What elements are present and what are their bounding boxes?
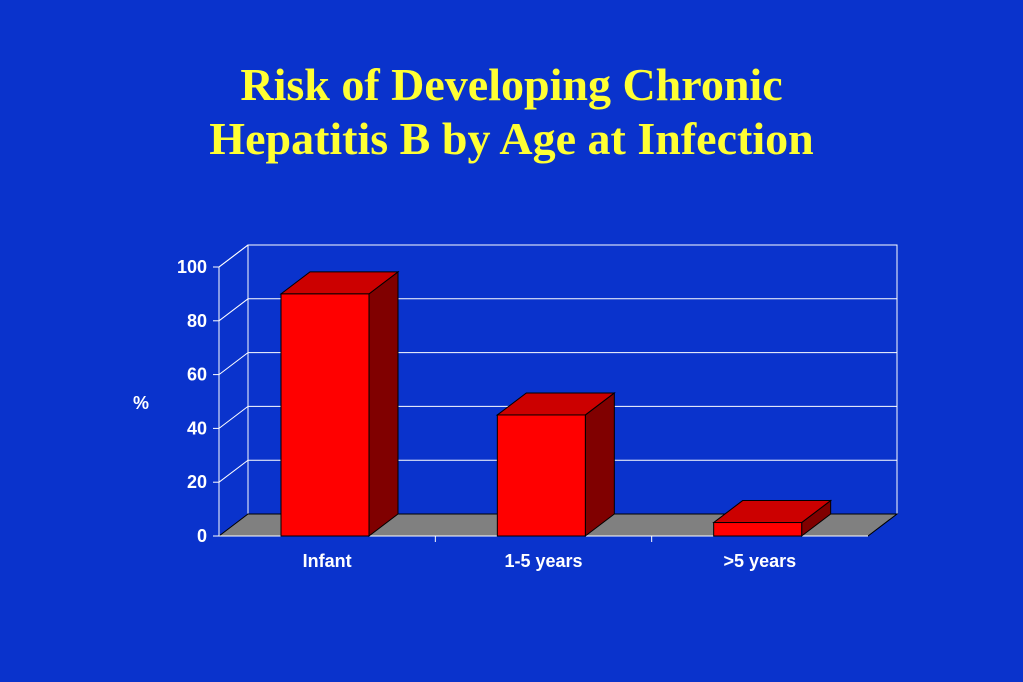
x-tick-labels: Infant 1-5 years >5 years — [303, 551, 796, 571]
y-tick-label: 20 — [187, 472, 207, 492]
gridline — [218, 405, 897, 429]
y-axis-label: % — [133, 393, 149, 413]
gridline — [218, 244, 897, 268]
chart-title: Risk of Developing Chronic Hepatitis B b… — [0, 58, 1023, 166]
bar — [495, 391, 616, 538]
gridline — [218, 352, 897, 375]
gridlines — [218, 244, 897, 483]
bar-front — [280, 293, 370, 537]
bar — [279, 270, 400, 538]
y-tick-labels: 0 20 40 60 80 100 — [177, 257, 207, 546]
bar — [712, 499, 833, 538]
gridline — [218, 459, 897, 483]
chart-title-line-1: Risk of Developing Chronic — [240, 59, 783, 110]
bar-front — [713, 522, 803, 537]
gridline — [218, 298, 897, 322]
y-tick-label: 0 — [197, 526, 207, 546]
bar-side — [584, 391, 615, 538]
x-tick-label: Infant — [303, 551, 352, 571]
bars — [279, 270, 833, 538]
x-tick-label: 1-5 years — [504, 551, 582, 571]
y-tick-label: 100 — [177, 257, 207, 277]
x-tick-label: >5 years — [724, 551, 797, 571]
bar-side — [368, 270, 399, 538]
chart-title-line-2: Hepatitis B by Age at Infection — [209, 113, 814, 164]
bar-front — [496, 414, 586, 537]
y-tick-label: 80 — [187, 311, 207, 331]
y-tick-label: 60 — [187, 365, 207, 385]
y-tick-label: 40 — [187, 418, 207, 438]
